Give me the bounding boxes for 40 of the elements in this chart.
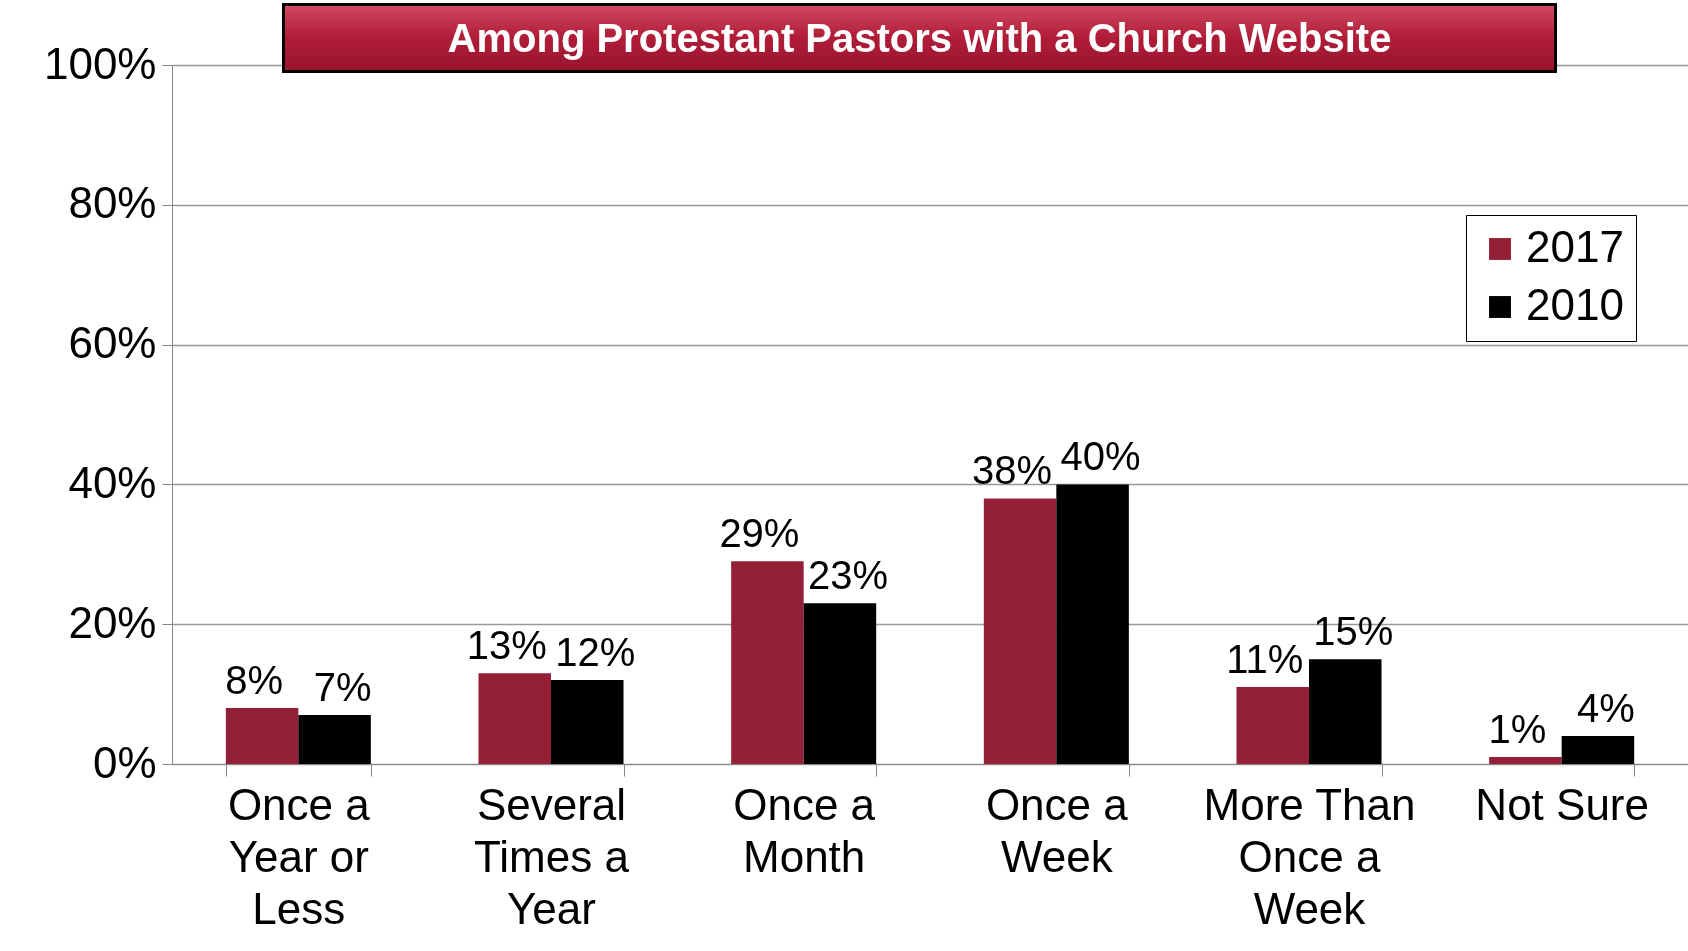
bar [1236, 687, 1309, 764]
x-tick-label: Once a Week [985, 779, 1129, 881]
y-tick-label: 20% [68, 597, 157, 647]
bar [803, 603, 877, 764]
bar [1489, 757, 1562, 764]
y-tick-label: 100% [43, 38, 157, 88]
data-label: 11% [1226, 637, 1304, 682]
bar [478, 673, 551, 764]
data-label: 7% [313, 665, 372, 710]
data-label: 40% [1060, 434, 1141, 479]
y-tick-label: 80% [68, 178, 157, 228]
data-label: 12% [555, 630, 636, 675]
bar [731, 561, 804, 764]
bar [1309, 659, 1382, 764]
x-tick-label: Once a Month [733, 779, 876, 881]
data-label: 8% [225, 658, 283, 703]
legend-label: 2010 [1526, 280, 1624, 329]
x-tick-label: Once a Year or Less [227, 779, 371, 933]
data-label: 13% [466, 623, 547, 668]
data-label: 4% [1577, 686, 1635, 731]
data-label: 1% [1488, 707, 1547, 752]
x-tick-label: Not Sure [1475, 779, 1649, 829]
title-banner: Among Protestant Pastors with a Church Website [282, 3, 1557, 73]
bar [225, 708, 299, 764]
x-tick-label: More Than Once a Week [1203, 779, 1416, 933]
legend-label: 2017 [1526, 222, 1624, 271]
data-label: 38% [972, 448, 1053, 493]
data-label: 29% [719, 511, 800, 556]
bar [1561, 736, 1635, 764]
bar [551, 680, 624, 764]
data-label: 23% [807, 553, 888, 598]
y-tick-label: 0% [92, 737, 157, 787]
bar [983, 498, 1057, 764]
x-tick-label: Several Times a Year [474, 779, 630, 933]
bar [1056, 484, 1129, 764]
y-tick-label: 60% [68, 318, 157, 368]
data-label: 15% [1313, 609, 1394, 654]
bar [298, 715, 371, 764]
chart-title: Among Protestant Pastors with a Church Website [447, 15, 1392, 61]
y-tick-label: 40% [68, 457, 157, 507]
